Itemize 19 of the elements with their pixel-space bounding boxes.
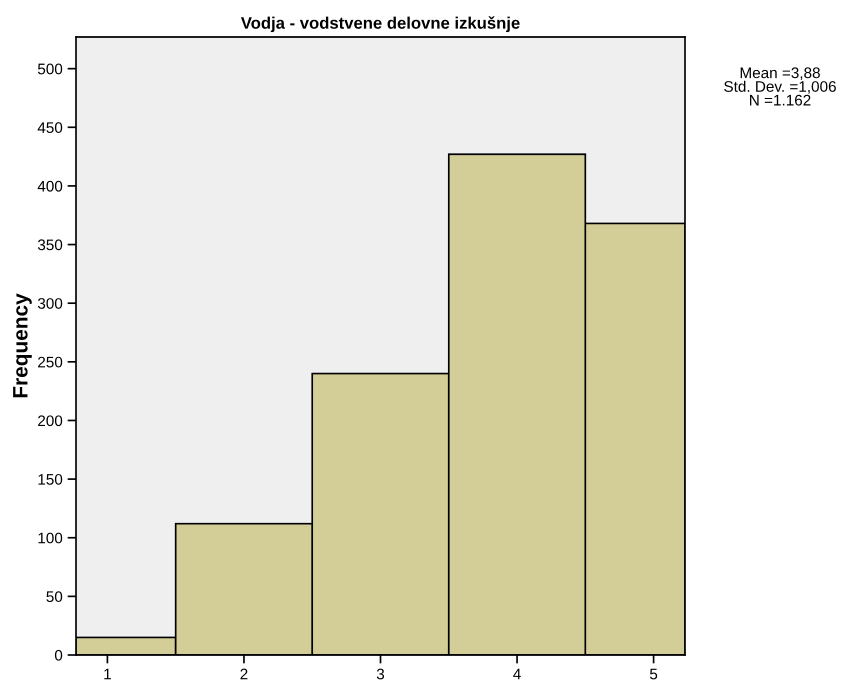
x-tick-label: 1 bbox=[104, 668, 111, 680]
y-tick-label: 100 bbox=[38, 532, 62, 544]
x-tick-label: 3 bbox=[376, 668, 384, 680]
y-tick-label: 450 bbox=[38, 122, 62, 133]
x-tick-label: 2 bbox=[240, 668, 248, 680]
x-tick-label: 5 bbox=[650, 668, 658, 680]
y-tick-label: 50 bbox=[46, 591, 62, 602]
x-tick-label: 4 bbox=[513, 668, 521, 680]
chart-title: Vodja - vodstvene delovne izkušnje bbox=[240, 16, 520, 32]
y-tick-label: 250 bbox=[38, 356, 62, 368]
text: Mean =3,88 Std. Dev. =1,006 N =1.162 bbox=[724, 67, 836, 106]
y-tick-label: 200 bbox=[38, 415, 62, 426]
y-tick-label: 300 bbox=[38, 298, 62, 309]
y-tick-label: 150 bbox=[38, 474, 62, 485]
y-axis-title: Frequency bbox=[13, 293, 32, 398]
y-tick-label: 350 bbox=[38, 239, 62, 250]
y-tick-label: 400 bbox=[38, 180, 62, 192]
y-tick-label: 500 bbox=[38, 64, 62, 74]
y-tick-label: 0 bbox=[54, 650, 62, 661]
